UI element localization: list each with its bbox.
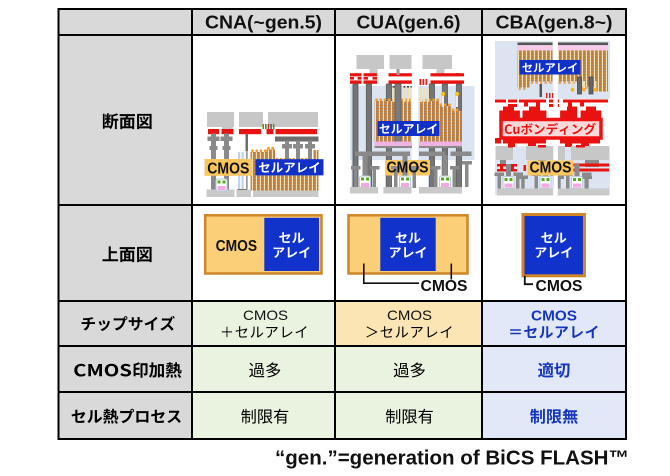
svg-text:CMOS: CMOS xyxy=(530,160,572,177)
svg-text:CMOS: CMOS xyxy=(216,238,258,255)
svg-text:CMOS: CMOS xyxy=(387,159,429,176)
svg-text:CMOS: CMOS xyxy=(243,307,288,323)
svg-text:CMOS: CMOS xyxy=(207,161,249,178)
svg-text:CNA(~gen.5): CNA(~gen.5) xyxy=(205,12,322,32)
svg-text:CMOS: CMOS xyxy=(421,278,468,295)
svg-text:CBA(gen.8~): CBA(gen.8~) xyxy=(496,12,613,32)
svg-text:CMOS: CMOS xyxy=(531,308,577,324)
svg-text:CUA(gen.6): CUA(gen.6) xyxy=(357,12,461,32)
svg-text:CMOS: CMOS xyxy=(387,307,432,323)
svg-text:“gen.”=generation of BiCS FLAS: “gen.”=generation of BiCS FLASH™ xyxy=(275,446,629,469)
svg-text:CMOS: CMOS xyxy=(536,278,583,295)
